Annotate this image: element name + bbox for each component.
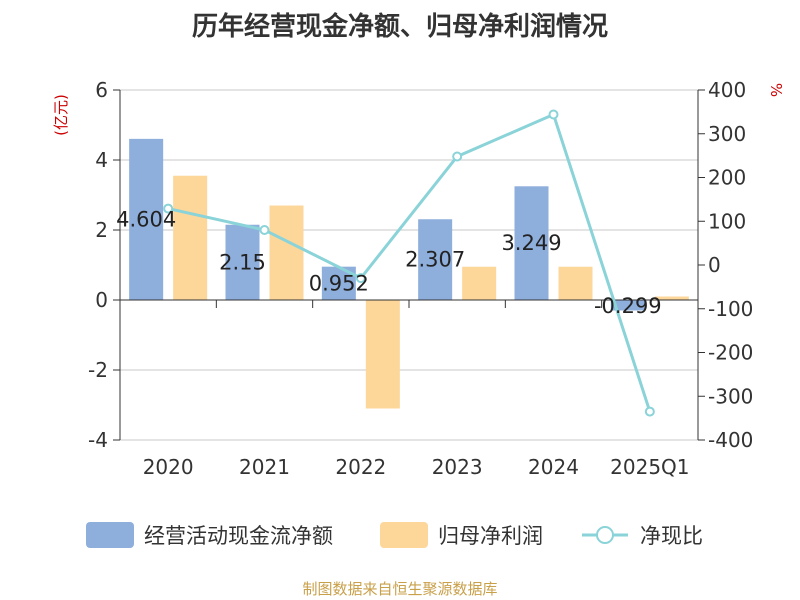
bars — [129, 138, 689, 409]
ratio-point — [163, 203, 174, 214]
x-tick-label: 2021 — [239, 455, 290, 479]
bar-netprofit — [173, 175, 208, 300]
y-left-tick-label: -4 — [88, 428, 108, 452]
data-labels: 4.604 2.15 0.952 2.307 3.249 -0.299 — [116, 207, 662, 318]
ratio-line — [163, 109, 655, 417]
y-right-tick-label: -300 — [708, 384, 753, 408]
bar-data-label: 4.604 — [116, 207, 176, 231]
bar-data-label: 0.952 — [309, 271, 369, 295]
y-left-tick-label: 2 — [95, 218, 108, 242]
y-right-tick-label: 200 — [708, 166, 746, 190]
legend-label: 经营活动现金流净额 — [144, 524, 333, 548]
y-right-axis-label: % — [767, 83, 785, 97]
bar-netprofit — [462, 266, 497, 300]
x-tick-label: 2023 — [432, 455, 483, 479]
x-tick-label: 2022 — [335, 455, 386, 479]
bar-netprofit — [269, 205, 304, 300]
y-left-axis-label: (亿元) — [52, 94, 70, 136]
legend-swatch — [380, 522, 428, 548]
bar-netprofit — [654, 296, 689, 300]
chart-title: 历年经营现金净额、归母净利润情况 — [191, 12, 608, 42]
bar-data-label: 2.15 — [219, 250, 266, 274]
bar-data-label: -0.299 — [594, 294, 662, 318]
y-left-tick-label: 4 — [95, 148, 108, 172]
legend-label: 归母净利润 — [438, 524, 543, 548]
ratio-point — [259, 225, 270, 235]
y-right-tick-label: -200 — [708, 341, 753, 365]
y-right-tick-label: -400 — [708, 428, 753, 452]
y-right-tick-label: 100 — [708, 209, 746, 233]
legend-label: 净现比 — [640, 524, 703, 548]
bar-cashflow — [225, 224, 260, 300]
ratio-point — [355, 273, 366, 284]
source-note: 制图数据来自恒生聚源数据库 — [302, 580, 498, 598]
bar-data-label: 2.307 — [405, 248, 465, 272]
legend-swatch — [86, 522, 134, 548]
legend: 经营活动现金流净额 归母净利润 净现比 — [86, 522, 703, 548]
x-tick-label: 2024 — [528, 455, 579, 479]
bar-cashflow — [610, 300, 645, 311]
bar-cashflow — [129, 138, 164, 300]
bar-netprofit — [558, 266, 593, 300]
ratio-line-path — [167, 112, 652, 413]
y-right-tick-label: -100 — [708, 297, 753, 321]
x-tick-label: 2025Q1 — [610, 455, 689, 479]
y-left-tick-label: 6 — [95, 78, 108, 102]
axes: 6 4 2 0 -2 -4 400 300 200 100 0 -100 -200 -300 -400 202… — [52, 78, 785, 479]
x-tick-label: 2020 — [143, 455, 194, 479]
y-right-tick-label: 300 — [708, 122, 746, 146]
ratio-point — [644, 406, 655, 417]
y-left-tick-label: -2 — [88, 358, 108, 382]
y-right-tick-label: 0 — [708, 253, 721, 277]
grid-lines — [120, 89, 698, 441]
bar-cashflow — [418, 219, 453, 300]
bar-cashflow — [514, 186, 549, 300]
bar-netprofit — [365, 300, 400, 409]
legend-marker — [596, 526, 614, 544]
y-left-tick-label: 0 — [95, 288, 108, 312]
ratio-point — [452, 151, 463, 162]
ratio-point — [548, 109, 559, 120]
y-right-tick-label: 400 — [708, 78, 746, 102]
bar-data-label: 3.249 — [501, 231, 561, 255]
